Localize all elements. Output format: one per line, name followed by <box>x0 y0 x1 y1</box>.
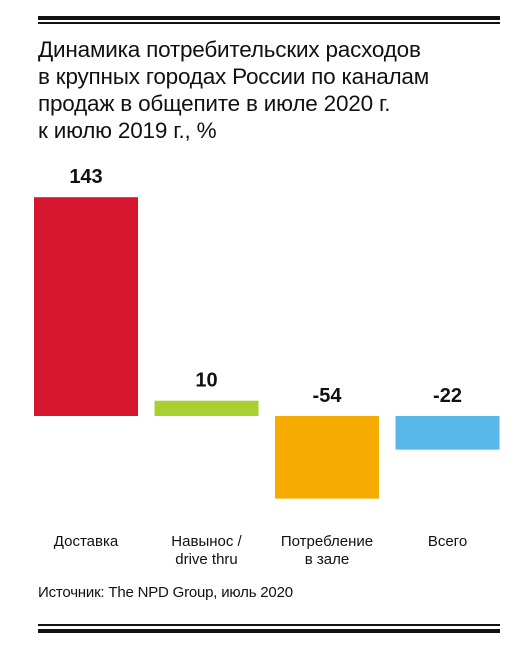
category-label-2: Навынос / drive thru <box>171 533 242 568</box>
title-line-2: в крупных городах России по каналам <box>38 64 430 89</box>
title-line-3: продаж в общепите в июле 2020 г. <box>38 91 391 116</box>
category-label-3: Потребление в зале <box>281 533 373 568</box>
chart-title: Динамика потребительских расходов в круп… <box>38 36 508 144</box>
value-label-1: 143 <box>69 166 102 188</box>
bar-4 <box>395 416 500 450</box>
top-rule-thin <box>38 22 500 24</box>
bottom-rule-thin <box>38 624 500 626</box>
value-label-2: 10 <box>195 370 217 392</box>
bar-3 <box>275 416 379 499</box>
category-label-4: Всего <box>428 533 467 550</box>
bar-2 <box>154 400 259 416</box>
value-label-4: -22 <box>433 385 462 407</box>
bottom-rule-thick <box>38 629 500 633</box>
bar-1 <box>34 197 138 416</box>
title-line-4: к июлю 2019 г., % <box>38 118 217 143</box>
category-label-1: Доставка <box>54 533 119 550</box>
source-note: Источник: The NPD Group, июль 2020 <box>38 584 293 601</box>
top-rule-thick <box>38 16 500 20</box>
value-label-3: -54 <box>313 385 343 407</box>
title-line-1: Динамика потребительских расходов <box>38 37 421 62</box>
